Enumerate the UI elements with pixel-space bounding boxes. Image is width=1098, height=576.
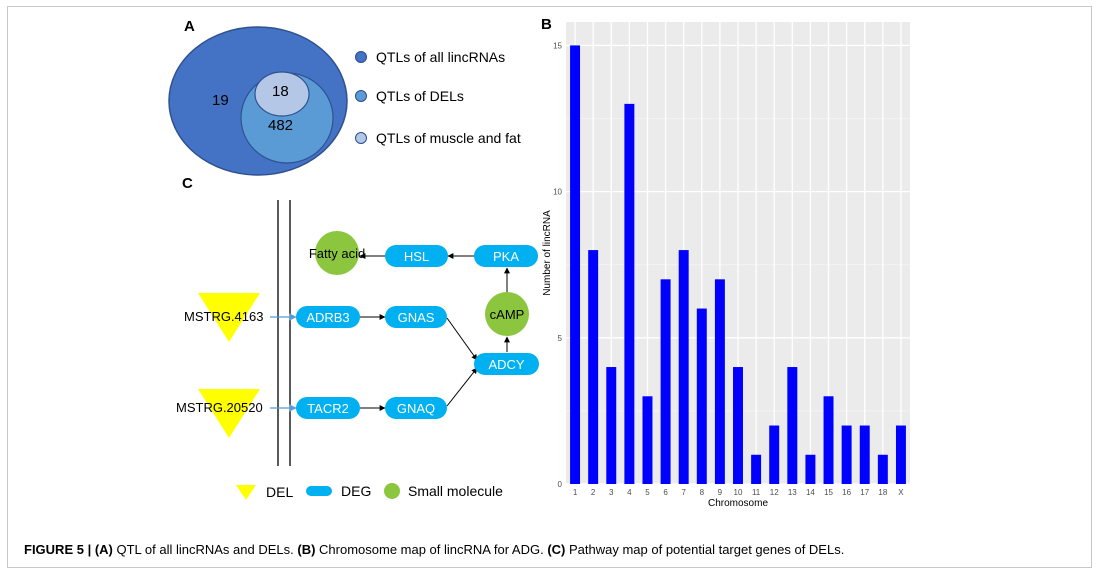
venn-legend-item: QTLs of DELs [355, 88, 464, 104]
venn-legend-label: QTLs of all lincRNAs [376, 49, 506, 65]
del-label-mstrg4163: MSTRG.4163 [184, 309, 264, 324]
x-axis-title: Chromosome [708, 498, 768, 509]
panel-label-c: C [182, 175, 193, 192]
x-tick-label: 3 [609, 488, 614, 497]
x-tick-label: 12 [770, 488, 779, 497]
bar-chromosome-3 [606, 367, 617, 484]
venn-legend-item: QTLs of muscle and fat [355, 130, 521, 146]
gene-gnas: GNAS [385, 306, 447, 328]
venn-legend-label: QTLs of muscle and fat [376, 130, 521, 146]
bar-chromosome-1 [570, 45, 581, 485]
y-axis-title: Number of lincRNA [542, 210, 553, 296]
gene-tacr2: TACR2 [296, 397, 360, 419]
gene-pka: PKA [474, 245, 538, 267]
bar-chromosome-4 [624, 103, 635, 485]
x-tick-label: 6 [663, 488, 668, 497]
bar-chromosome-13 [787, 367, 798, 484]
x-tick-label: 7 [681, 488, 686, 497]
deg-legend-label: DEG [341, 483, 372, 499]
del-legend-label: DEL [266, 484, 294, 500]
x-tick-label: 18 [878, 488, 887, 497]
legend-swatch [355, 90, 367, 102]
x-tick-label: 16 [842, 488, 851, 497]
venn-inner-value: 18 [272, 83, 289, 100]
gene-adrb3: ADRB3 [296, 306, 360, 328]
caption-b-tag: (B) [297, 542, 316, 557]
venn-middle-value: 482 [268, 117, 294, 134]
bar-chromosome-10 [733, 367, 743, 484]
gene-hsl: HSL [385, 245, 448, 267]
bar-chromosome-17 [859, 425, 870, 484]
small-molecule-legend-label: Small molecule [408, 483, 503, 499]
bar-chromosome-15 [823, 396, 834, 484]
del-triangle-mstrg4163 [198, 293, 260, 342]
bar-chromosome-5 [642, 396, 653, 484]
pathway-legend-del: DEL [234, 483, 293, 501]
caption-c-text: Pathway map of potential target genes of… [565, 542, 845, 557]
arrow-gnas-adcy [446, 317, 478, 361]
arrow-gnaq-adcy [446, 367, 478, 407]
panel-label-a: A [184, 18, 195, 35]
x-tick-label: 17 [860, 488, 869, 497]
del-legend-icon [236, 485, 256, 500]
x-tick-label: 11 [752, 488, 761, 497]
bar-chromosome-2 [588, 250, 599, 484]
bar-chromosome-7 [678, 250, 689, 484]
caption-b-text: Chromosome map of lincRNA for ADG. [315, 542, 548, 557]
gene-adcy: ADCY [474, 353, 539, 375]
x-tick-label: 5 [645, 488, 650, 497]
x-tick-label: 1 [573, 488, 578, 497]
bar-chromosome-12 [769, 425, 780, 484]
gene-gnaq: GNAQ [385, 397, 447, 419]
x-tick-label: 9 [718, 488, 723, 497]
x-tick-label: 14 [806, 488, 815, 497]
caption-a-text: QTL of all lincRNAs and DELs. [112, 542, 298, 557]
bar-chromosome-18 [877, 454, 888, 484]
del-label-mstrg20520: MSTRG.20520 [176, 400, 263, 415]
y-tick-label: 5 [558, 334, 563, 343]
x-tick-label: X [898, 488, 904, 497]
x-tick-label: 4 [627, 488, 632, 497]
caption-a-tag: (A) [94, 542, 113, 557]
bar-chromosome-6 [660, 279, 671, 484]
y-tick-label: 10 [553, 188, 562, 197]
y-tick-label: 15 [553, 41, 562, 50]
molecule-fatty-acid: Fatty acid [309, 231, 365, 275]
del-triangle-mstrg20520 [198, 389, 260, 438]
x-tick-label: 8 [700, 488, 705, 497]
deg-legend-icon [306, 486, 332, 496]
bar-chromosome-9 [714, 279, 725, 484]
bar-chromosome-X [895, 425, 906, 484]
bar-chromosome-16 [841, 425, 852, 484]
pathway-legend-small-molecule: Small molecule [384, 483, 503, 499]
x-tick-label: 2 [591, 488, 596, 497]
x-tick-label: 10 [734, 488, 743, 497]
venn-outer-value: 19 [212, 92, 229, 109]
caption-lead: FIGURE 5 | [24, 542, 95, 557]
venn-inner-circle [254, 71, 310, 117]
figure-caption: FIGURE 5 | (A) QTL of all lincRNAs and D… [24, 542, 844, 557]
figure-frame [7, 6, 1092, 568]
panel-label-b: B [541, 16, 552, 33]
molecule-camp: cAMP [485, 292, 529, 336]
venn-legend-label: QTLs of DELs [376, 88, 464, 104]
y-tick-label: 0 [558, 480, 563, 489]
bar-chromosome-11 [751, 454, 762, 484]
x-tick-label: 15 [824, 488, 833, 497]
bar-chromosome-14 [805, 454, 816, 484]
venn-legend-item: QTLs of all lincRNAs [355, 49, 505, 65]
bar-chromosome-8 [696, 308, 707, 484]
caption-c-tag: (C) [547, 542, 566, 557]
legend-swatch [355, 51, 367, 63]
small-molecule-legend-icon [384, 483, 400, 499]
pathway-legend-deg: DEG [306, 483, 371, 499]
molecule-fatty-acid-label: Fatty acid [308, 245, 366, 261]
x-tick-label: 13 [788, 488, 797, 497]
legend-swatch [355, 132, 367, 144]
